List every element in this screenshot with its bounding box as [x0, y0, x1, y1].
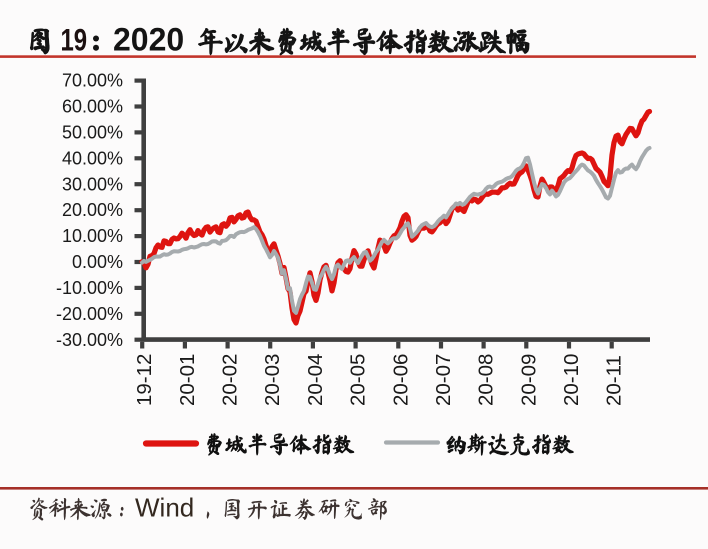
svg-text:20-05: 20-05: [347, 354, 370, 406]
svg-text:-30.00%: -30.00%: [56, 330, 123, 350]
svg-text:20-01: 20-01: [176, 354, 199, 406]
svg-text:20-07: 20-07: [432, 354, 455, 406]
svg-text:40.00%: 40.00%: [62, 148, 123, 168]
svg-text:60.00%: 60.00%: [62, 97, 123, 117]
svg-text:20-09: 20-09: [517, 354, 540, 406]
svg-text:-10.00%: -10.00%: [56, 278, 123, 298]
svg-text:20-06: 20-06: [389, 354, 412, 406]
svg-text:20-10: 20-10: [560, 354, 583, 406]
svg-text:70.00%: 70.00%: [62, 71, 123, 91]
svg-text:19: 19: [61, 23, 88, 58]
svg-text:2020: 2020: [113, 22, 184, 58]
svg-text:20-08: 20-08: [475, 354, 498, 406]
svg-text:19-12: 19-12: [133, 354, 156, 406]
svg-text:Wind: Wind: [135, 493, 194, 523]
svg-text:20-11: 20-11: [603, 355, 626, 406]
svg-text:30.00%: 30.00%: [62, 174, 123, 194]
svg-text:-20.00%: -20.00%: [56, 304, 123, 324]
svg-text:20-02: 20-02: [219, 354, 242, 406]
svg-text:20-03: 20-03: [261, 354, 284, 406]
svg-text:0.00%: 0.00%: [72, 252, 123, 272]
svg-text:20.00%: 20.00%: [62, 200, 123, 220]
svg-text:10.00%: 10.00%: [62, 226, 123, 246]
svg-text:50.00%: 50.00%: [62, 123, 123, 143]
svg-text:20-04: 20-04: [304, 354, 327, 406]
